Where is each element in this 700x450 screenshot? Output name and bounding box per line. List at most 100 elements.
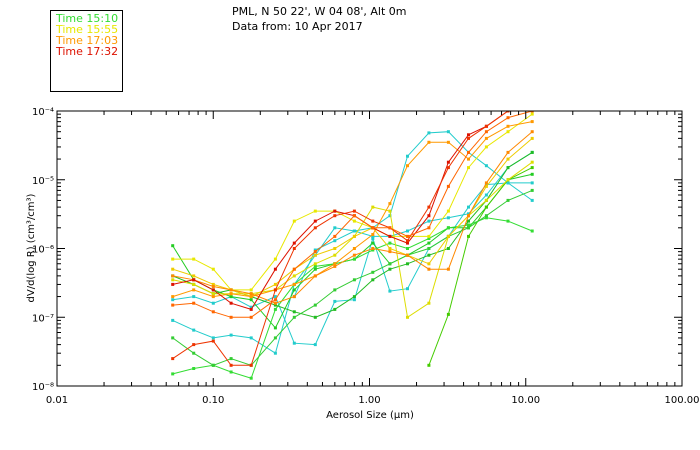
legend-entry-3: Time 17:32 [56, 45, 119, 58]
data-point [333, 253, 337, 257]
data-point [192, 274, 196, 278]
data-point [484, 130, 488, 134]
data-point [388, 289, 392, 293]
data-point [211, 288, 215, 292]
data-point [171, 336, 175, 340]
data-point [313, 267, 317, 271]
data-point [192, 295, 196, 299]
data-point [530, 198, 534, 202]
data-point [506, 111, 510, 113]
data-point [427, 219, 431, 223]
data-point [333, 209, 337, 213]
axis-layer: 0.01 0.10 1.00 10.00 100.00 10⁻⁴ 10⁻⁵ 10⁻⁶ 10⁻⁷ 1… [32, 107, 700, 406]
data-point [249, 363, 253, 367]
data-point [427, 237, 431, 240]
data-point [313, 248, 317, 252]
location-text: PML, N 50 22', W 04 08', Alt 0m [232, 5, 407, 18]
data-point [530, 229, 534, 233]
data-point [171, 244, 175, 248]
data-point [229, 288, 233, 292]
data-point [446, 226, 450, 230]
data-point [352, 229, 356, 233]
data-point [530, 181, 534, 185]
data-point [484, 145, 488, 149]
data-point [427, 214, 431, 218]
data-point [333, 299, 337, 303]
data-point [388, 202, 392, 206]
data-point [229, 292, 233, 296]
data-point [467, 133, 470, 137]
data-point [506, 157, 510, 161]
data-point [484, 184, 488, 188]
data-point [273, 288, 277, 292]
data-point [427, 131, 431, 135]
data-point [313, 209, 317, 213]
series-line-cyan-1 [293, 131, 533, 297]
data-point [333, 288, 337, 292]
data-point [467, 212, 470, 216]
data-point [484, 193, 488, 197]
data-point [249, 376, 253, 380]
series-line-green-3 [172, 151, 533, 318]
data-point [211, 339, 215, 343]
data-point [292, 282, 296, 286]
data-point [406, 229, 409, 233]
data-point [427, 301, 431, 305]
data-point [427, 363, 431, 367]
data-point [484, 183, 488, 187]
data-point [484, 205, 488, 209]
data-point [352, 253, 356, 257]
data-point [427, 247, 431, 250]
x-tick-label: 0.10 [202, 395, 224, 406]
series-line-cyan-3 [172, 151, 533, 354]
data-point [506, 219, 510, 223]
x-tick-label: 1.00 [358, 395, 380, 406]
data-point [313, 253, 317, 257]
data-point [211, 295, 215, 299]
x-tick-label: 100.00 [665, 395, 700, 406]
data-point [446, 130, 450, 134]
data-point [211, 336, 215, 340]
data-point [192, 278, 196, 282]
data-point [406, 154, 409, 158]
data-point [192, 288, 196, 292]
data-point [292, 219, 296, 223]
data-point [446, 267, 450, 271]
data-point [506, 124, 510, 128]
data-point [506, 166, 510, 170]
data-point [352, 247, 356, 250]
data-point [313, 262, 317, 266]
data-point [506, 198, 510, 202]
data-point [467, 150, 470, 154]
data-point [531, 102, 534, 105]
y-axis-label: dV/d(log R) (cm³/cm³) [26, 193, 37, 302]
data-point [171, 303, 175, 307]
data-point [427, 262, 431, 266]
series-group [171, 102, 534, 380]
data-point [446, 216, 450, 220]
data-point [313, 264, 317, 268]
series-layer [171, 102, 534, 380]
data-point [229, 363, 233, 367]
data-point [292, 274, 296, 278]
data-point [484, 216, 488, 220]
series-line-orange-3 [172, 111, 533, 318]
data-date-text: Data from: 10 Apr 2017 [232, 20, 363, 33]
data-point [484, 124, 488, 128]
data-point [446, 312, 450, 316]
data-point [388, 234, 392, 238]
data-point [192, 343, 196, 347]
data-point [446, 247, 450, 250]
data-point [371, 226, 375, 230]
data-point [467, 219, 470, 223]
data-point [273, 326, 277, 330]
data-point [427, 253, 431, 257]
data-point [292, 288, 296, 292]
data-point [249, 315, 253, 319]
data-point [467, 205, 470, 209]
data-point [192, 351, 196, 355]
data-point [352, 234, 356, 238]
data-point [211, 285, 215, 288]
data-point [352, 257, 356, 261]
